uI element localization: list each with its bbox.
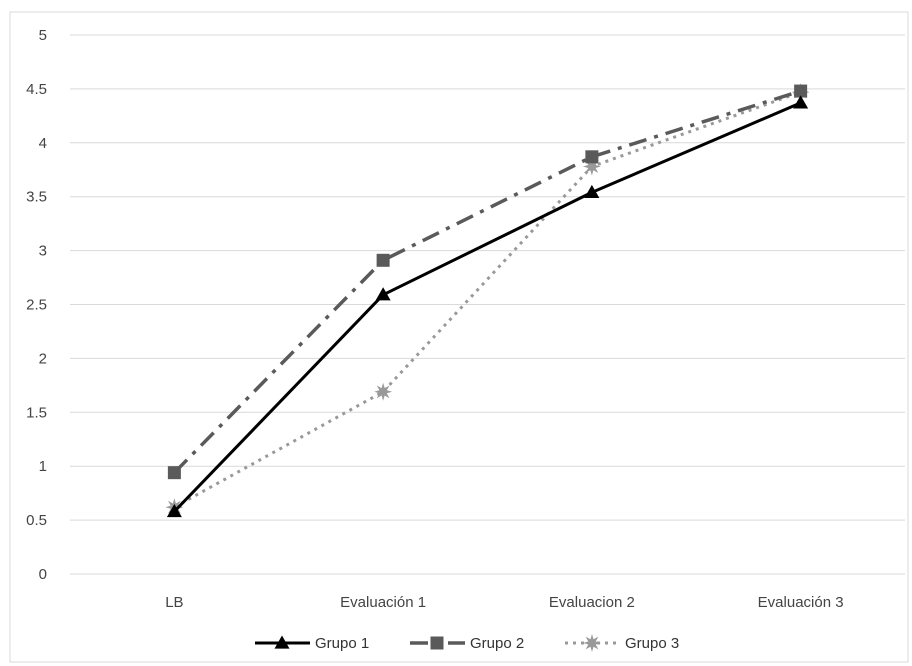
legend-swatch-marker [583,634,601,652]
data-point-grupo-2 [167,466,181,480]
data-point-grupo-1 [584,184,600,199]
x-tick-label: Evaluación 3 [758,594,844,611]
legend-label: Grupo 1 [315,635,369,652]
data-point-grupo-2 [794,84,808,98]
y-tick-label: 4.5 [26,81,47,98]
legend-label: Grupo 2 [470,635,524,652]
data-point-grupo-1 [375,287,391,301]
y-tick-label: 1 [39,458,47,475]
x-tick-label: LB [165,594,183,611]
data-point-grupo-3 [374,382,393,401]
series-group [165,83,810,518]
gridlines [70,34,905,575]
data-point-grupo-1 [793,95,809,109]
y-tick-label: 2 [39,350,47,367]
y-tick-label: 3.5 [26,189,47,206]
x-tick-label: Evaluacion 2 [549,594,635,611]
y-tick-label: 0 [39,566,47,583]
y-tick-label: 0.5 [26,512,47,529]
y-tick-label: 4 [39,135,47,152]
series-line-grupo-3 [173,90,802,509]
y-axis-ticks: 0 0.5 1 1.5 2 2.5 3 3.5 4 4.5 5 [26,27,47,583]
data-point-grupo-2 [376,253,390,267]
y-tick-label: 1.5 [26,404,47,421]
y-tick-label: 3 [39,243,47,260]
x-axis-ticks: LB Evaluación 1 Evaluacion 2 Evaluación 3 [165,594,843,611]
series-line-grupo-1 [173,101,802,513]
legend: Grupo 1 Grupo 2 Grupo 3 [255,634,679,652]
y-tick-label: 5 [39,27,47,44]
x-tick-label: Evaluación 1 [340,594,426,611]
data-point-grupo-1 [166,503,182,518]
chart-border [9,11,909,663]
legend-swatch-marker [274,635,290,649]
data-point-grupo-2 [585,150,599,164]
y-tick-label: 2.5 [26,297,47,314]
legend-label: Grupo 3 [625,635,679,652]
legend-swatch-marker [430,636,444,650]
